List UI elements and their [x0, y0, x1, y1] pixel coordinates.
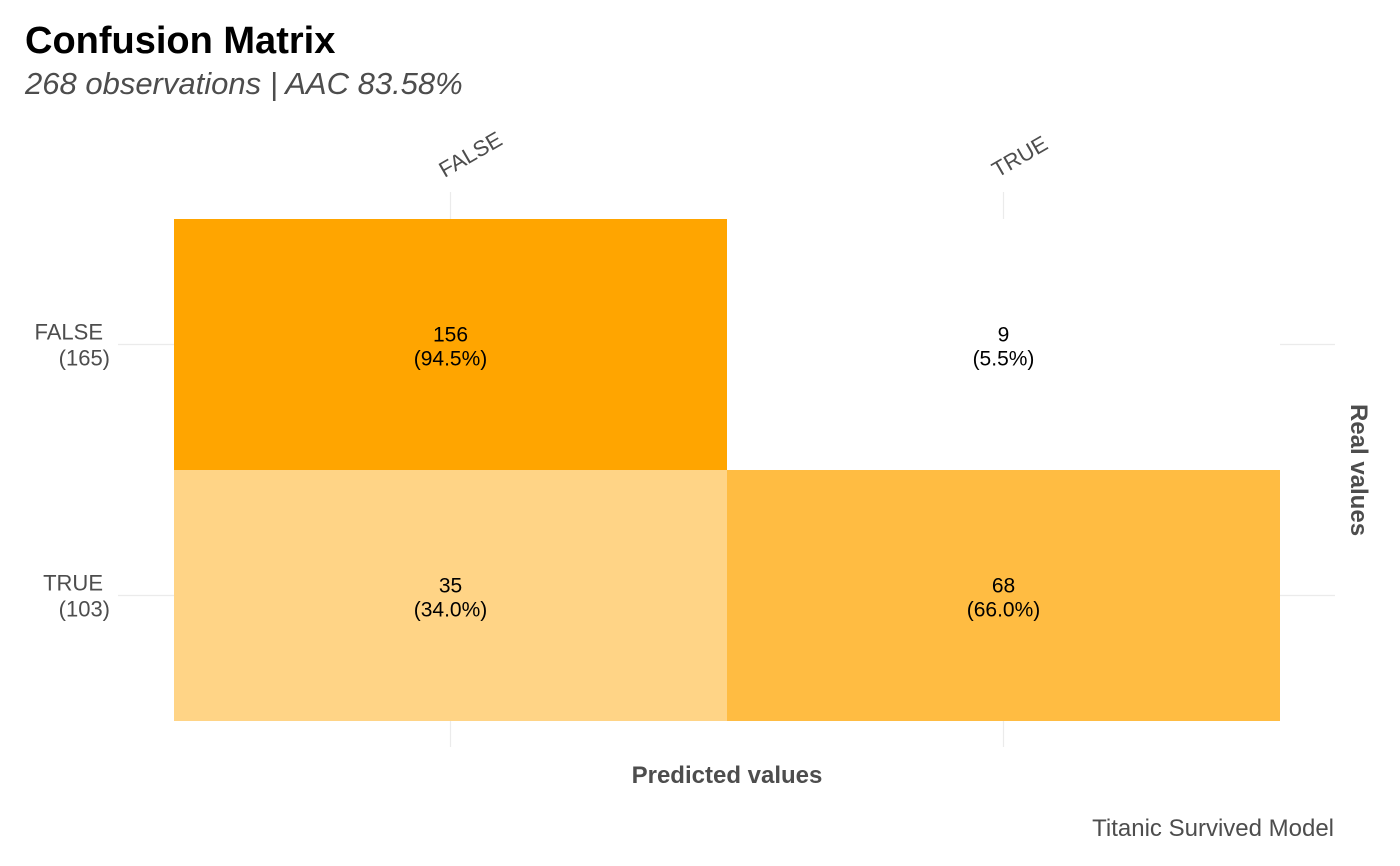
y-axis-ticks: FALSE(165) TRUE(103)	[35, 320, 110, 622]
y-tick-label: FALSE	[35, 320, 103, 345]
heatmap-cells	[174, 219, 1280, 721]
cell-count-label: 156	[433, 324, 468, 347]
cell-percent-label: (5.5%)	[973, 348, 1035, 371]
cell-percent-label: (34.0%)	[414, 599, 488, 622]
y-tick-label: TRUE	[43, 571, 103, 596]
cell-percent-label: (66.0%)	[967, 599, 1041, 622]
x-axis-ticks: FALSE TRUE	[435, 126, 1052, 182]
y-tick-total: (165)	[59, 346, 110, 371]
x-tick-label: FALSE	[435, 126, 507, 182]
cell-percent-label: (94.5%)	[414, 348, 488, 371]
chart-subtitle: 268 observations | AAC 83.58%	[24, 66, 463, 101]
cell-count-label: 9	[998, 324, 1010, 347]
x-tick-label: TRUE	[988, 131, 1052, 183]
y-tick-total: (103)	[59, 597, 110, 622]
x-axis-title: Predicted values	[632, 762, 823, 789]
cell-count-label: 35	[439, 575, 462, 598]
y-axis-title: Real values	[1345, 404, 1372, 536]
chart-caption: Titanic Survived Model	[1092, 815, 1334, 842]
cell-count-label: 68	[992, 575, 1015, 598]
chart-title: Confusion Matrix	[25, 20, 335, 62]
